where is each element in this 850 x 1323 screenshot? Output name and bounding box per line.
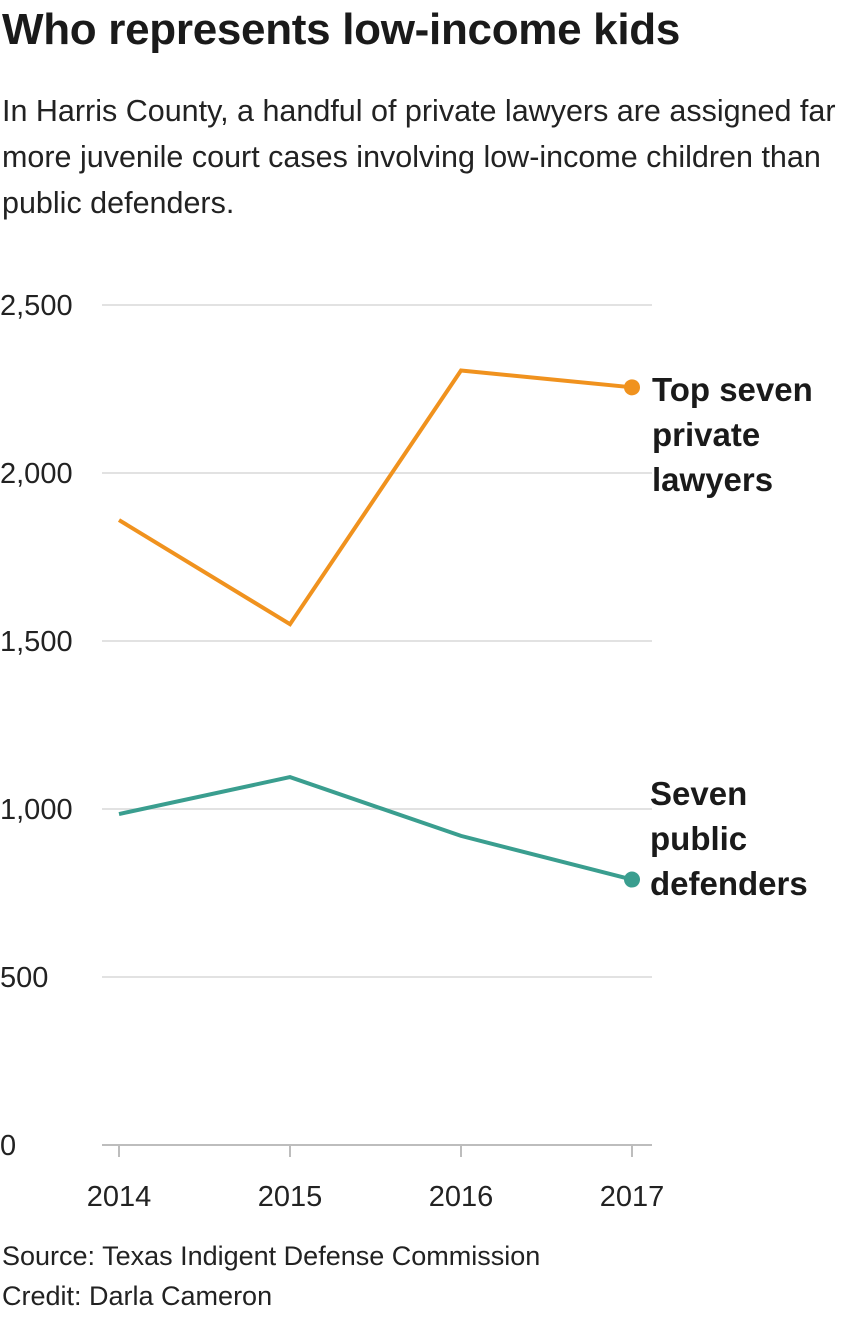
y-tick-label: 500 (0, 962, 48, 994)
y-tick-label: 1,000 (0, 794, 73, 826)
credit-text: Credit: Darla Cameron (2, 1281, 273, 1311)
x-tick-label: 2016 (429, 1181, 494, 1213)
series-label: Seven (650, 775, 747, 812)
series-label: public (650, 820, 747, 857)
series-label: private (652, 416, 760, 453)
series-labels: Top seven private lawyers Seven public defend… (650, 371, 813, 902)
gridlines: 0 500 1,000 1,500 2,000 2,500 (0, 290, 652, 1162)
source-text: Source: Texas Indigent Defense Commissio… (2, 1241, 541, 1271)
y-tick-label: 0 (0, 1130, 16, 1162)
chart-title: Who represents low-income kids (2, 5, 681, 54)
series-label: lawyers (652, 461, 773, 498)
x-axis: 2014 2015 2016 2017 (87, 1144, 665, 1213)
series-end-point (624, 379, 640, 396)
series-label: Top seven (652, 371, 813, 408)
source-credit: Source: Texas Indigent Defense Commissio… (2, 1236, 540, 1316)
series-lines (117, 368, 640, 888)
series-line (118, 775, 633, 882)
x-tick-label: 2014 (87, 1181, 152, 1213)
y-tick-label: 2,500 (0, 290, 73, 322)
series-line (117, 368, 633, 627)
y-tick-label: 1,500 (0, 626, 73, 658)
y-tick-label: 2,000 (0, 458, 73, 490)
chart-subtitle: In Harris County, a handful of private l… (2, 94, 836, 220)
series-label: defenders (650, 865, 808, 902)
series-end-point (624, 871, 640, 888)
x-tick-label: 2017 (600, 1181, 665, 1213)
x-tick-label: 2015 (258, 1181, 323, 1213)
